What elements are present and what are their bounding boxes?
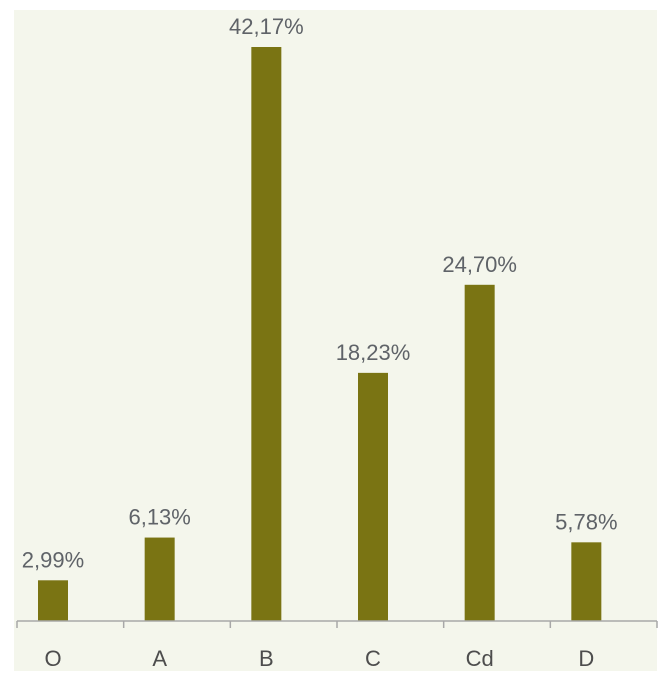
bar-d xyxy=(571,542,602,621)
x-tick-label-b: B xyxy=(259,646,274,671)
data-label-c: 18,23% xyxy=(336,340,411,365)
data-label-b: 42,17% xyxy=(229,14,304,39)
x-axis: O A B C Cd D xyxy=(16,620,658,671)
data-label-d: 5,78% xyxy=(555,509,617,534)
bar-c xyxy=(358,372,388,621)
bar-b xyxy=(251,47,282,621)
data-label-a: 6,13% xyxy=(128,505,190,530)
data-labels-layer: 2,99% 6,13% 42,17% 18,23% 24,70% 5,78% xyxy=(22,14,618,572)
bar-a xyxy=(144,537,175,621)
x-tick-label-o: O xyxy=(44,646,61,671)
bar-cd xyxy=(464,284,495,621)
bars-layer xyxy=(38,47,602,621)
data-label-cd: 24,70% xyxy=(442,252,517,277)
x-tick-label-c: C xyxy=(365,646,381,671)
x-tick-label-cd: Cd xyxy=(466,646,494,671)
x-tick-label-d: D xyxy=(578,646,594,671)
bar-o xyxy=(38,580,68,621)
data-label-o: 2,99% xyxy=(22,547,84,572)
plot-background xyxy=(14,10,657,671)
x-tick-label-a: A xyxy=(152,646,167,671)
